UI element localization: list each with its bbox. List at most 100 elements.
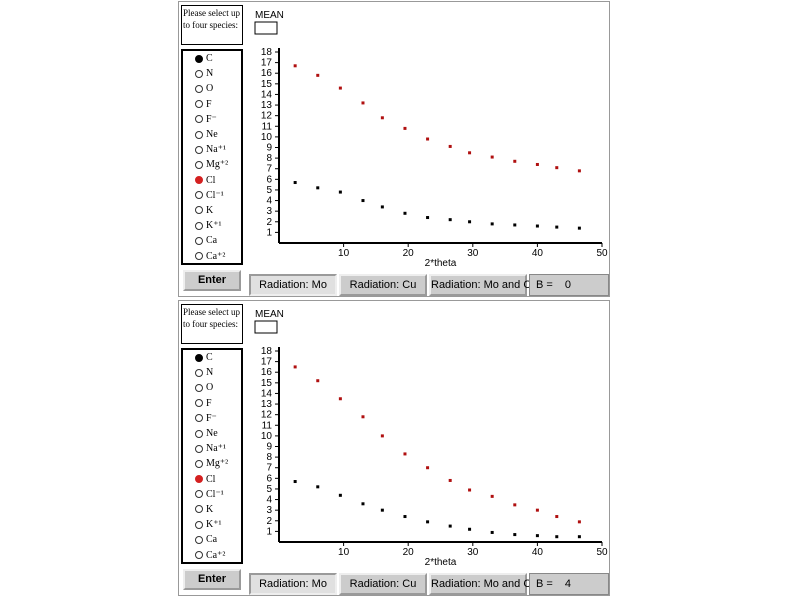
- species-option[interactable]: O: [183, 81, 241, 96]
- x-tick-label: 40: [532, 547, 544, 558]
- point: [403, 211, 407, 215]
- radio: [195, 54, 203, 63]
- species-label: Cl: [206, 174, 216, 186]
- y-axis-label: MEAN: [255, 10, 284, 21]
- species-label: Mg⁺²: [206, 458, 229, 470]
- species-label: O: [206, 382, 214, 394]
- radio: [195, 490, 203, 499]
- species-label: O: [206, 83, 214, 95]
- y-tick-label: 9: [266, 143, 272, 154]
- y-tick-label: 3: [266, 206, 272, 217]
- species-label: F: [206, 397, 212, 409]
- y-tick-label: 8: [266, 153, 272, 164]
- radiation-button[interactable]: Radiation: Mo: [249, 274, 337, 296]
- point: [468, 151, 472, 155]
- y-tick-label: 5: [266, 484, 272, 495]
- species-label: Na⁺¹: [206, 443, 226, 455]
- species-label: Ca⁺²: [206, 250, 226, 262]
- panel: Please select up to four species: C N O F F⁻ N…: [178, 300, 610, 596]
- species-option[interactable]: Na⁺¹: [183, 441, 241, 456]
- species-option[interactable]: Ca⁺²: [183, 248, 241, 263]
- radiation-button[interactable]: Radiation: Cu: [339, 573, 427, 595]
- point: [535, 162, 539, 166]
- species-option[interactable]: F: [183, 97, 241, 112]
- point: [293, 365, 297, 369]
- species-option[interactable]: N: [183, 66, 241, 81]
- point: [555, 535, 559, 539]
- species-option[interactable]: C: [183, 51, 241, 66]
- radiation-button[interactable]: Radiation: Cu: [339, 274, 427, 296]
- species-option[interactable]: Mg⁺²: [183, 456, 241, 471]
- radiation-button[interactable]: Radiation: Mo and Cu: [429, 274, 537, 296]
- species-option[interactable]: C: [183, 350, 241, 365]
- species-list: C N O F F⁻ Ne Na⁺¹ Mg⁺² Cl Cl⁻¹ K K⁺¹ Ca Ca⁺²: [181, 49, 243, 265]
- point: [316, 485, 320, 489]
- species-option[interactable]: Ca: [183, 532, 241, 547]
- species-label: Mg⁺²: [206, 159, 229, 171]
- y-tick-label: 11: [262, 420, 273, 431]
- x-tick-label: 50: [596, 248, 608, 259]
- species-label: N: [206, 367, 214, 379]
- y-tick-label: 7: [266, 164, 272, 175]
- point: [426, 520, 430, 524]
- enter-button[interactable]: Enter: [183, 569, 241, 590]
- point: [293, 64, 297, 68]
- point: [316, 379, 320, 383]
- point: [426, 466, 430, 470]
- species-label: Ne: [206, 129, 218, 141]
- radiation-button[interactable]: Radiation: Mo: [249, 573, 337, 595]
- species-option[interactable]: Ne: [183, 426, 241, 441]
- y-tick-label: 12: [261, 410, 273, 421]
- radio: [195, 115, 203, 124]
- spinner[interactable]: B = 0: [529, 274, 609, 296]
- species-option[interactable]: Ne: [183, 127, 241, 142]
- y-tick-label: 4: [266, 196, 272, 207]
- species-option[interactable]: O: [183, 380, 241, 395]
- species-option[interactable]: F⁻: [183, 411, 241, 426]
- point: [361, 101, 365, 105]
- species-option[interactable]: F: [183, 396, 241, 411]
- y-tick-label: 13: [261, 100, 273, 111]
- point: [380, 508, 384, 512]
- radiation-button[interactable]: Radiation: Mo and Cu: [429, 573, 537, 595]
- species-option[interactable]: K: [183, 502, 241, 517]
- point: [577, 520, 581, 524]
- species-option[interactable]: Ca⁺²: [183, 547, 241, 562]
- species-option[interactable]: Cl: [183, 472, 241, 487]
- y-tick-label: 8: [266, 452, 272, 463]
- species-option[interactable]: F⁻: [183, 112, 241, 127]
- species-option[interactable]: Cl⁻¹: [183, 487, 241, 502]
- species-option[interactable]: Mg⁺²: [183, 157, 241, 172]
- y-tick-label: 4: [266, 495, 272, 506]
- radio: [195, 520, 203, 529]
- radio: [195, 100, 203, 109]
- x-tick-label: 10: [338, 547, 350, 558]
- enter-button[interactable]: Enter: [183, 270, 241, 291]
- species-option[interactable]: Na⁺¹: [183, 142, 241, 157]
- species-option[interactable]: K⁺¹: [183, 218, 241, 233]
- y-tick-label: 7: [266, 463, 272, 474]
- species-option[interactable]: N: [183, 365, 241, 380]
- species-label: K: [206, 204, 214, 216]
- y-tick-label: 18: [261, 47, 273, 58]
- point: [361, 502, 365, 506]
- point: [577, 169, 581, 173]
- species-label: F⁻: [206, 412, 217, 424]
- radio: [195, 221, 203, 230]
- y-tick-label: 14: [261, 388, 273, 399]
- species-option[interactable]: Cl⁻¹: [183, 188, 241, 203]
- point: [293, 181, 297, 185]
- species-option[interactable]: Ca: [183, 233, 241, 248]
- spinner[interactable]: B = 4: [529, 573, 609, 595]
- species-option[interactable]: K⁺¹: [183, 517, 241, 532]
- radio: [195, 551, 203, 560]
- species-option[interactable]: Cl: [183, 173, 241, 188]
- prompt: Please select up to four species:: [181, 5, 243, 45]
- y-tick-label: 6: [266, 174, 272, 185]
- species-option[interactable]: K: [183, 203, 241, 218]
- radio: [195, 191, 203, 200]
- y-tick-label: 13: [261, 399, 273, 410]
- spinner-value: 4: [564, 578, 571, 590]
- point: [555, 225, 559, 229]
